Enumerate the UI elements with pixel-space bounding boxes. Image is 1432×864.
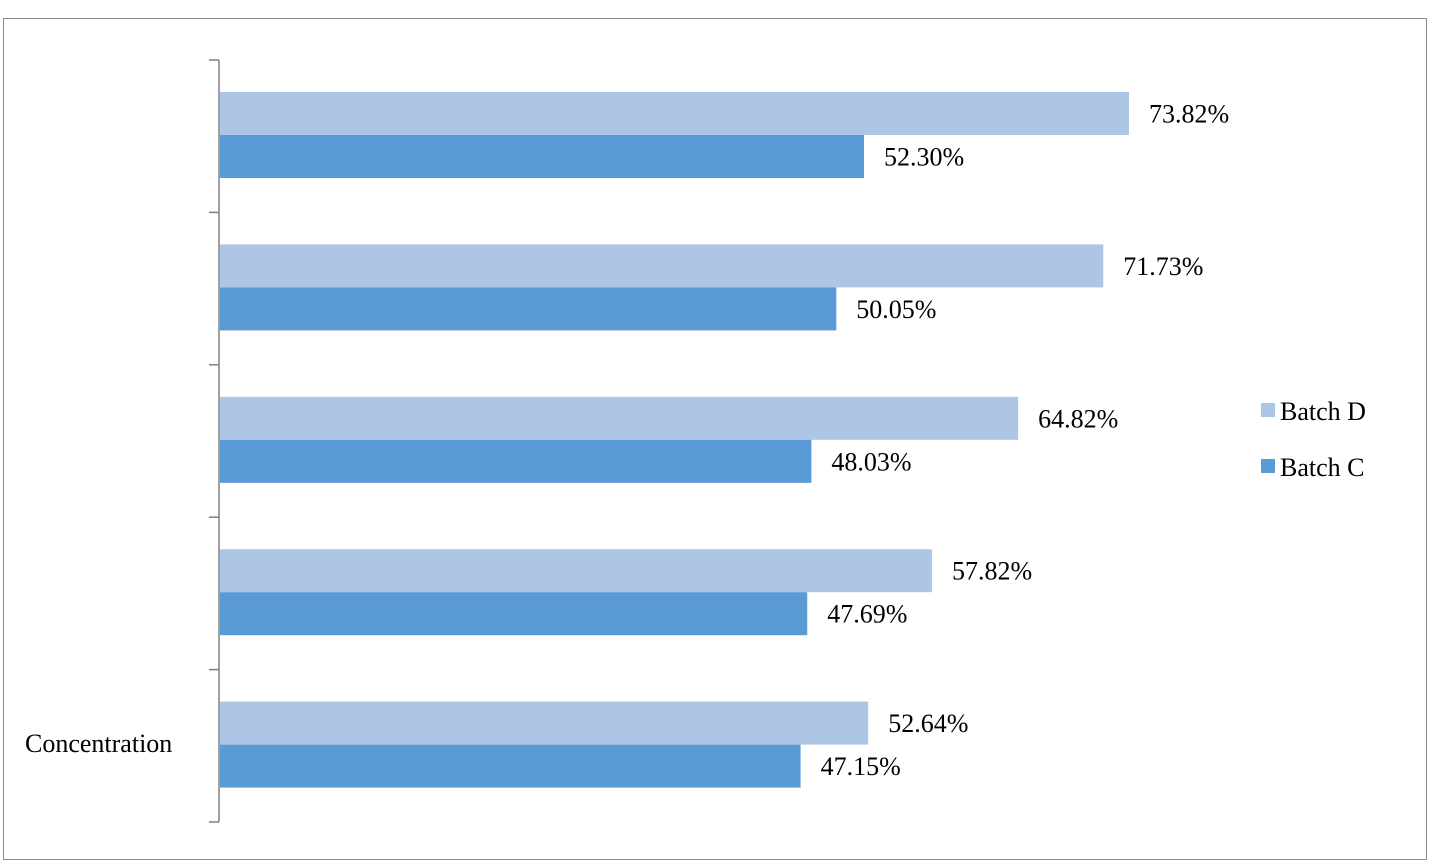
bars — [220, 92, 1129, 788]
bar-batch-d — [220, 92, 1129, 135]
bar-batch-d — [220, 549, 932, 593]
data-label: 47.69% — [827, 600, 907, 629]
bar-batch-d — [220, 701, 869, 745]
data-labels: 73.82% 52.30% 71.73% 50.05% 64.82% 48.03% 57.8… — [821, 100, 1230, 782]
data-label: 57.82% — [952, 557, 1032, 586]
data-label: 52.64% — [888, 709, 968, 738]
data-label: 73.82% — [1149, 100, 1229, 129]
data-label: 47.15% — [821, 752, 901, 781]
bar-batch-c — [220, 287, 837, 331]
legend-swatch — [1261, 459, 1275, 473]
bar-batch-c — [220, 592, 808, 636]
legend: Batch D Batch C — [1261, 397, 1366, 482]
bar-batch-c — [220, 439, 812, 483]
data-label: 52.30% — [884, 143, 964, 172]
data-label: 48.03% — [831, 447, 911, 476]
bar-batch-c — [220, 744, 801, 788]
bar-batch-d — [220, 244, 1104, 288]
data-label: 50.05% — [856, 295, 936, 324]
category-axis-label: Concentration — [25, 729, 172, 758]
data-label: 64.82% — [1038, 404, 1118, 433]
legend-label: Batch C — [1280, 453, 1365, 482]
category-axis — [209, 59, 220, 823]
data-label: 71.73% — [1123, 252, 1203, 281]
legend-label: Batch D — [1280, 397, 1366, 426]
legend-swatch — [1261, 403, 1275, 417]
bar-batch-c — [220, 135, 865, 178]
bar-batch-d — [220, 396, 1019, 440]
